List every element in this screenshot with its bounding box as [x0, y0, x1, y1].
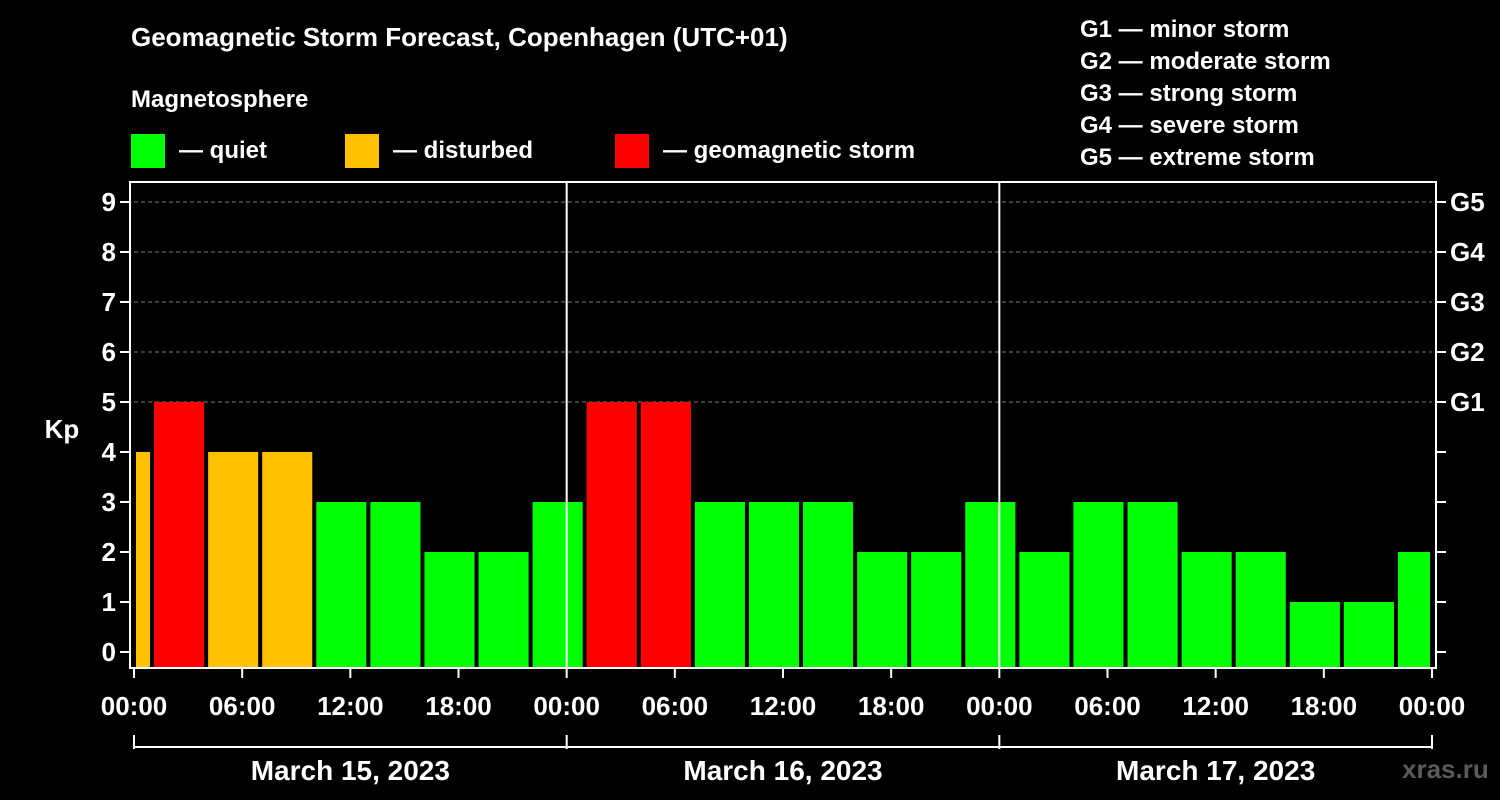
y-tick-label: 6 — [102, 337, 116, 367]
day-label: March 16, 2023 — [683, 755, 882, 786]
y-tick-label: 3 — [102, 487, 116, 517]
x-tick-label: 18:00 — [425, 691, 492, 721]
kp-bar — [965, 502, 1016, 668]
kp-bar — [136, 452, 151, 668]
y-tick-label: 9 — [102, 187, 116, 217]
y-tick-label: 2 — [102, 537, 116, 567]
g-level-label: G2 — [1450, 337, 1485, 367]
g-scale-item: G4 — severe storm — [1080, 112, 1299, 139]
kp-bar — [1019, 552, 1070, 668]
g-level-label: G3 — [1450, 287, 1485, 317]
kp-bar — [1127, 502, 1178, 668]
g-level-label: G1 — [1450, 387, 1485, 417]
kp-bar — [316, 502, 367, 668]
kp-bar — [748, 502, 800, 668]
y-tick-label: 7 — [102, 287, 116, 317]
kp-bar — [532, 502, 583, 668]
x-tick-label: 12:00 — [317, 691, 384, 721]
g-level-label: G5 — [1450, 187, 1485, 217]
legend-quiet-label: — quiet — [179, 137, 267, 164]
kp-bar — [1289, 602, 1340, 668]
x-tick-label: 12:00 — [1182, 691, 1249, 721]
kp-bar — [208, 452, 259, 668]
x-tick-label: 00:00 — [533, 691, 600, 721]
x-tick-label: 06:00 — [209, 691, 276, 721]
x-tick-label: 18:00 — [1291, 691, 1358, 721]
x-tick-label: 06:00 — [642, 691, 709, 721]
day-label: March 15, 2023 — [251, 755, 450, 786]
kp-bar — [1181, 552, 1232, 668]
legend-storm-swatch — [615, 134, 649, 168]
kp-bar — [640, 402, 691, 668]
kp-bar — [1397, 552, 1430, 668]
kp-bar — [424, 552, 475, 668]
kp-bar — [262, 452, 313, 668]
kp-bar — [694, 502, 745, 668]
kp-bar — [803, 502, 854, 668]
g-scale-list: G1 — minor storm G2 — moderate storm G3 … — [1080, 14, 1331, 174]
chart-title: Geomagnetic Storm Forecast, Copenhagen (… — [131, 22, 788, 52]
legend-disturbed: — disturbed — [345, 134, 533, 168]
kp-bar — [1343, 602, 1394, 668]
kp-bar — [370, 502, 421, 668]
y-tick-label: 1 — [102, 587, 116, 617]
legend-disturbed-swatch — [345, 134, 379, 168]
legend-quiet: — quiet — [131, 134, 267, 168]
legend-storm: — geomagnetic storm — [615, 134, 915, 168]
x-tick-label: 00:00 — [101, 691, 168, 721]
kp-bar — [478, 552, 529, 668]
x-tick-label: 06:00 — [1074, 691, 1141, 721]
kp-bar — [1235, 552, 1286, 668]
legend-storm-label: — geomagnetic storm — [663, 137, 916, 164]
x-tick-label: 18:00 — [858, 691, 925, 721]
magnetosphere-label: Magnetosphere — [131, 86, 309, 113]
y-tick-label: 0 — [102, 637, 116, 667]
kp-bar — [586, 402, 637, 668]
x-tick-label: 00:00 — [966, 691, 1033, 721]
kp-bar — [857, 552, 908, 668]
x-tick-label: 12:00 — [750, 691, 817, 721]
g-scale-item: G3 — strong storm — [1080, 80, 1298, 107]
y-tick-label: 8 — [102, 237, 116, 267]
legend-quiet-swatch — [131, 134, 165, 168]
kp-bar — [911, 552, 962, 668]
kp-bar — [1073, 502, 1124, 668]
day-label: March 17, 2023 — [1116, 755, 1315, 786]
g-scale-item: G1 — minor storm — [1080, 16, 1290, 43]
kp-bar — [154, 402, 205, 668]
y-axis-label: Kp — [45, 414, 80, 444]
g-scale-item: G5 — extreme storm — [1080, 144, 1315, 171]
y-tick-label: 5 — [102, 387, 116, 417]
y-tick-label: 4 — [102, 437, 117, 467]
g-level-label: G4 — [1450, 237, 1485, 267]
x-tick-label: 00:00 — [1399, 691, 1466, 721]
g-scale-item: G2 — moderate storm — [1080, 48, 1331, 75]
watermark: xras.ru — [1402, 754, 1489, 784]
legend-disturbed-label: — disturbed — [393, 137, 534, 164]
